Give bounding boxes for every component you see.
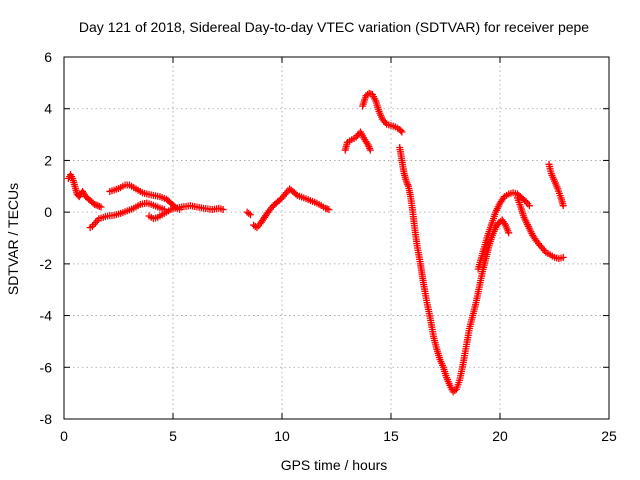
- gridlines: [64, 57, 609, 419]
- y-tick-label: -4: [40, 308, 53, 324]
- axis-ticks: [63, 56, 610, 420]
- y-axis-label: SDTVAR / TECUs: [5, 183, 21, 295]
- data-point: [292, 190, 300, 198]
- data-point: [559, 253, 567, 261]
- tick-labels: 0 5 10 15 20 25 -8 -6 -4 -2 0 2 4 6: [40, 49, 617, 444]
- data-segment: [359, 89, 406, 136]
- data-segment: [341, 128, 374, 154]
- y-tick-label: -2: [40, 256, 53, 272]
- data-segment: [106, 181, 184, 214]
- x-tick-label: 5: [169, 428, 177, 444]
- y-tick-label: 2: [44, 152, 52, 168]
- data-point: [451, 387, 459, 395]
- data-point: [559, 202, 567, 210]
- x-tick-label: 15: [383, 428, 399, 444]
- data-point: [246, 211, 254, 219]
- y-tick-label: -6: [40, 359, 53, 375]
- data-point: [398, 128, 406, 136]
- data-point: [397, 127, 405, 135]
- data-segment: [64, 171, 105, 211]
- x-axis-label: GPS time / hours: [281, 457, 388, 473]
- y-tick-label: -8: [40, 411, 53, 427]
- x-tick-label: 10: [274, 428, 290, 444]
- data-points: [64, 89, 567, 396]
- data-point: [325, 206, 333, 214]
- data-segment: [145, 202, 227, 223]
- x-tick-label: 25: [601, 428, 617, 444]
- data-point: [525, 202, 533, 210]
- chart-title: Day 121 of 2018, Sidereal Day-to-day VTE…: [79, 19, 589, 35]
- plot-frame: [63, 56, 610, 420]
- data-segment: [396, 144, 513, 396]
- data-point: [219, 206, 227, 214]
- y-tick-label: 6: [44, 49, 52, 65]
- data-point: [521, 197, 529, 205]
- x-tick-label: 0: [60, 428, 68, 444]
- x-tick-label: 20: [492, 428, 508, 444]
- data-point: [366, 146, 374, 154]
- y-tick-label: 4: [44, 101, 52, 117]
- data-segment: [545, 160, 567, 210]
- data-point: [245, 209, 253, 217]
- data-segment: [250, 185, 333, 232]
- data-point: [97, 203, 105, 211]
- data-segment: [513, 194, 567, 263]
- data-point: [505, 229, 513, 237]
- y-tick-label: 0: [44, 204, 52, 220]
- data-segment: [243, 208, 254, 219]
